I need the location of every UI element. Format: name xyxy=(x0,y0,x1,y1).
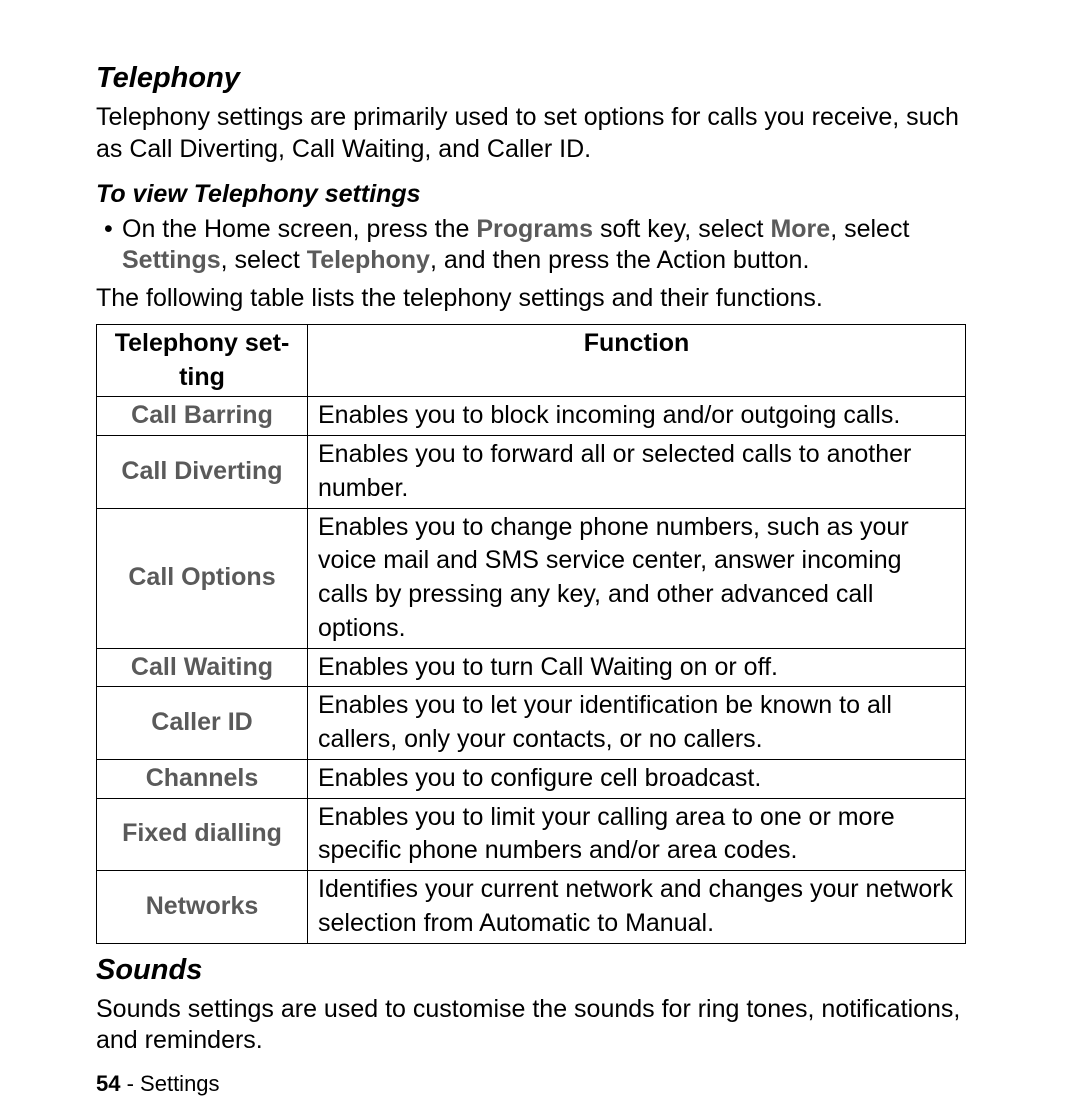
setting-function: Identifies your current network and chan… xyxy=(308,871,966,944)
step-keyword-settings: Settings xyxy=(122,246,221,274)
col-header-function: Function xyxy=(308,324,966,397)
table-row: Call DivertingEnables you to forward all… xyxy=(97,436,966,509)
setting-function: Enables you to change phone numbers, suc… xyxy=(308,508,966,648)
table-lead: The following table lists the telephony … xyxy=(96,283,984,314)
setting-function: Enables you to configure cell broadcast. xyxy=(308,759,966,798)
telephony-steps-list: On the Home screen, press the Programs s… xyxy=(96,214,984,277)
setting-function: Enables you to limit your calling area t… xyxy=(308,798,966,871)
table-row: Call OptionsEnables you to change phone … xyxy=(97,508,966,648)
setting-label: Channels xyxy=(97,759,308,798)
page-footer: 54 - Settings xyxy=(96,1070,984,1098)
col-header-setting-line1: Telephony set- xyxy=(115,329,290,357)
telephony-step: On the Home screen, press the Programs s… xyxy=(122,214,984,277)
telephony-intro: Telephony settings are primarily used to… xyxy=(96,102,984,165)
document-page: Telephony Telephony settings are primari… xyxy=(0,0,1080,1080)
setting-label: Caller ID xyxy=(97,687,308,760)
setting-function: Enables you to forward all or selected c… xyxy=(308,436,966,509)
setting-label: Fixed dialling xyxy=(97,798,308,871)
sounds-intro: Sounds settings are used to customise th… xyxy=(96,994,984,1057)
step-text: soft key, select xyxy=(593,215,770,243)
table-row: ChannelsEnables you to configure cell br… xyxy=(97,759,966,798)
telephony-heading: Telephony xyxy=(96,60,984,96)
telephony-settings-table: Telephony set- ting Function Call Barrin… xyxy=(96,324,966,944)
telephony-subheading: To view Telephony settings xyxy=(96,179,984,210)
setting-label: Call Options xyxy=(97,508,308,648)
step-text: , and then press the Action button. xyxy=(430,246,809,274)
table-row: Caller IDEnables you to let your identif… xyxy=(97,687,966,760)
footer-separator: - xyxy=(120,1071,140,1096)
step-keyword-more: More xyxy=(770,215,830,243)
table-header-row: Telephony set- ting Function xyxy=(97,324,966,397)
step-text: , select xyxy=(830,215,909,243)
col-header-setting-line2: ting xyxy=(179,363,225,391)
setting-label: Call Barring xyxy=(97,397,308,436)
setting-label: Networks xyxy=(97,871,308,944)
table-row: NetworksIdentifies your current network … xyxy=(97,871,966,944)
step-keyword-telephony: Telephony xyxy=(307,246,430,274)
footer-section: Settings xyxy=(140,1071,220,1096)
setting-function: Enables you to turn Call Waiting on or o… xyxy=(308,648,966,687)
setting-function: Enables you to let your identification b… xyxy=(308,687,966,760)
setting-label: Call Diverting xyxy=(97,436,308,509)
setting-label: Call Waiting xyxy=(97,648,308,687)
step-text: On the Home screen, press the xyxy=(122,215,476,243)
table-row: Fixed diallingEnables you to limit your … xyxy=(97,798,966,871)
sounds-heading: Sounds xyxy=(96,952,984,988)
page-number: 54 xyxy=(96,1071,120,1096)
table-row: Call WaitingEnables you to turn Call Wai… xyxy=(97,648,966,687)
table-row: Call BarringEnables you to block incomin… xyxy=(97,397,966,436)
col-header-setting: Telephony set- ting xyxy=(97,324,308,397)
setting-function: Enables you to block incoming and/or out… xyxy=(308,397,966,436)
step-keyword-programs: Programs xyxy=(476,215,593,243)
step-text: , select xyxy=(221,246,307,274)
